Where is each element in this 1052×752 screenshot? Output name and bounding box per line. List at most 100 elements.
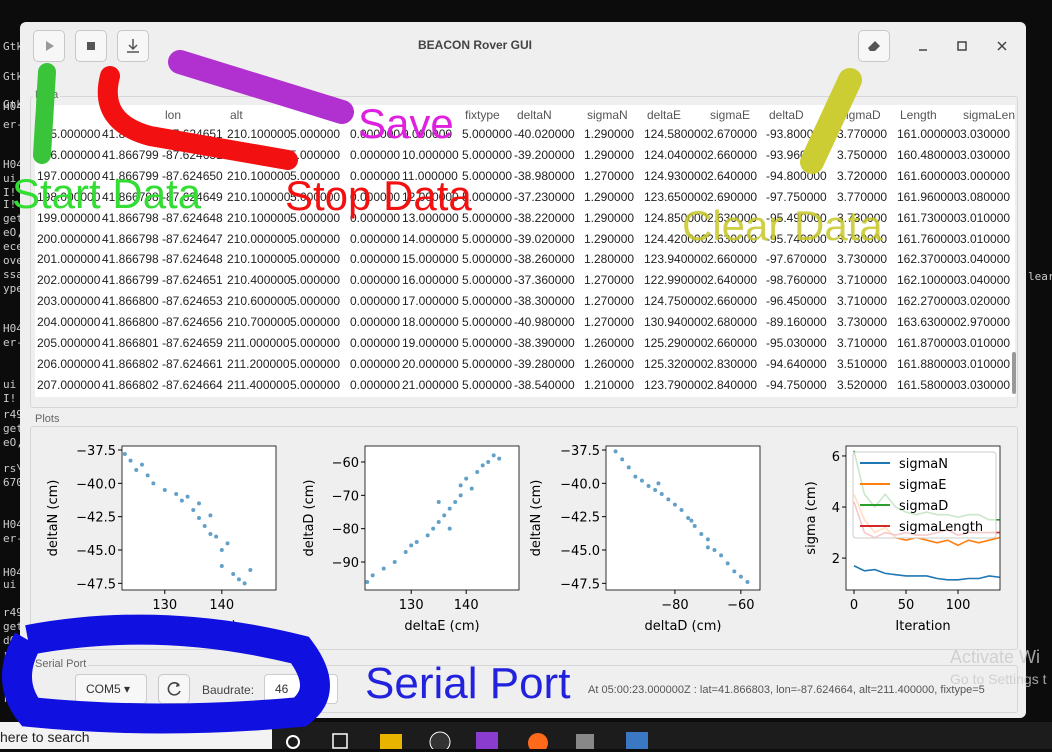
table-cell: -38.260000 xyxy=(514,252,575,267)
point xyxy=(231,572,236,576)
terminal-text: Gtk xyxy=(3,98,23,111)
y-axis-label: deltaN (cm) xyxy=(529,480,544,557)
table-cell: 0.000000 xyxy=(350,189,401,204)
table-cell: -39.280000 xyxy=(514,356,575,371)
table-cell: 161.000000 xyxy=(897,127,961,141)
table-cell: 199.000000 xyxy=(37,210,101,225)
point xyxy=(464,476,469,481)
table-cell: 3.040000 xyxy=(960,273,1011,288)
table-cell: 124.850000 xyxy=(644,210,708,225)
x-axis-label: deltaE (cm) xyxy=(161,619,236,634)
table-cell: 5.000000 xyxy=(290,336,341,350)
table-cell: 124.040000 xyxy=(644,147,708,162)
table-cell: 5.000000 xyxy=(290,189,341,204)
table-cell: -87.624651 xyxy=(162,273,223,288)
table-cell: 5.000000 xyxy=(462,147,513,162)
point xyxy=(666,497,671,502)
table-cell: 161.580000 xyxy=(897,377,961,392)
column-header: sigmaE xyxy=(710,108,751,122)
save-button[interactable] xyxy=(117,30,149,62)
stop-button[interactable] xyxy=(75,30,107,62)
icon[interactable] xyxy=(429,731,451,749)
terminal-text: Gtk xyxy=(3,70,23,83)
table-cell: 162.100000 xyxy=(897,273,961,288)
table-cell: 5.000000 xyxy=(462,356,513,371)
x-tick-label: 100 xyxy=(946,598,971,613)
table-cell: 125.320000 xyxy=(644,356,708,371)
y-tick-label: −60 xyxy=(332,456,359,471)
column-header: sigmaN xyxy=(587,108,628,122)
table-cell: -87.624659 xyxy=(162,336,223,350)
x-tick-label: −80 xyxy=(661,598,688,613)
maximize[interactable] xyxy=(957,41,967,51)
point xyxy=(639,478,644,483)
point xyxy=(381,566,386,571)
point xyxy=(719,553,724,558)
table-cell: 198.000000 xyxy=(37,189,101,204)
table-cell: 5.000000 xyxy=(290,127,341,141)
plots-group xyxy=(30,426,1018,650)
icon[interactable] xyxy=(380,734,402,749)
y-tick-label: −42.5 xyxy=(560,511,600,526)
table-cell: 122.990000 xyxy=(644,273,708,288)
point xyxy=(403,550,408,554)
table-cell: 5.000000 xyxy=(290,231,341,246)
y-tick-label: −37.5 xyxy=(76,444,116,459)
scrollbar[interactable] xyxy=(1012,352,1016,394)
icon[interactable] xyxy=(626,732,648,749)
table-cell: 5.000000 xyxy=(462,273,513,288)
table-cell: 0.000000 xyxy=(350,210,401,225)
table-cell: 197.000000 xyxy=(37,168,101,183)
table-cell: 3.730000 xyxy=(837,231,888,246)
table-cell: 3.010000 xyxy=(960,336,1011,350)
table-cell: 1.270000 xyxy=(584,273,635,288)
table-cell: 201.000000 xyxy=(37,252,101,267)
table-cell: 5.000000 xyxy=(462,231,513,246)
y-tick-label: −45.0 xyxy=(560,544,600,559)
close[interactable] xyxy=(997,41,1007,51)
table-cell: 41.866799 xyxy=(102,168,159,183)
x-tick-label: 130 xyxy=(399,598,424,613)
terminal-text: ype xyxy=(3,282,23,295)
table-cell: 5.000000 xyxy=(462,294,513,309)
icon[interactable] xyxy=(332,733,348,749)
x-tick-label: 140 xyxy=(454,598,479,613)
icon[interactable] xyxy=(576,734,594,749)
window-controls xyxy=(919,41,1007,51)
table-cell: -87.624664 xyxy=(162,377,223,392)
table-cell: 210.100000 xyxy=(227,210,291,225)
table-cell: 3.010000 xyxy=(960,231,1011,246)
start-button[interactable] xyxy=(33,30,65,62)
table-cell: -87.624647 xyxy=(162,231,223,246)
terminal-text: I! xyxy=(3,198,17,211)
table-cell: 1.260000 xyxy=(584,336,635,350)
point xyxy=(197,516,201,520)
table-cell: 19.000000 xyxy=(402,336,459,350)
point xyxy=(480,463,485,468)
icon[interactable] xyxy=(286,735,300,749)
table-cell: 5.000000 xyxy=(462,252,513,267)
table-cell: -94.750000 xyxy=(766,377,827,392)
icon xyxy=(46,41,54,51)
icon[interactable] xyxy=(476,732,498,749)
search-box[interactable]: here to search xyxy=(0,722,272,749)
window-title: BEACON Rover GUI xyxy=(417,38,533,52)
table-cell: 3.030000 xyxy=(960,377,1011,392)
point xyxy=(191,508,196,512)
table-cell: 2.660000 xyxy=(707,294,758,309)
table-cell: 5.000000 xyxy=(290,294,341,309)
table-cell: -37.230000 xyxy=(514,189,575,204)
point xyxy=(122,452,127,456)
point xyxy=(248,568,253,572)
clear-button[interactable] xyxy=(858,30,890,62)
x-axis-label: Iteration xyxy=(895,619,950,634)
table-cell: 5.000000 xyxy=(462,377,513,392)
legend-box xyxy=(852,451,997,539)
icon[interactable] xyxy=(528,733,548,749)
table-cell: -39.020000 xyxy=(514,231,575,246)
point xyxy=(219,564,224,568)
watermark: Go to Settings t xyxy=(950,671,1047,687)
y-tick-label: −40.0 xyxy=(76,477,116,492)
table-cell: -87.624653 xyxy=(162,294,223,309)
